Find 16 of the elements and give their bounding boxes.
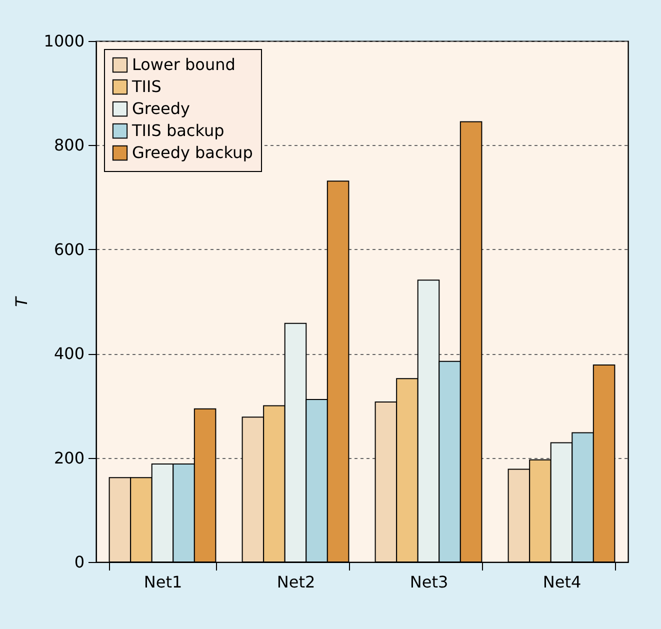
y-tick-label: 800 [54, 136, 84, 155]
legend-label: Lower bound [132, 55, 236, 74]
y-tick-label: 400 [54, 344, 84, 364]
legend-label: Greedy backup [132, 143, 253, 162]
x-tick-label: Net3 [410, 572, 448, 592]
y-tick-label: 600 [54, 240, 84, 259]
legend-label: TIIS backup [131, 121, 224, 140]
legend-label: Greedy [132, 99, 190, 118]
y-tick-label: 0 [74, 552, 84, 572]
x-tick-label: Net2 [276, 572, 316, 592]
x-tick-label: Net1 [144, 572, 182, 592]
y-tick-label: 1000 [44, 32, 84, 50]
y-axis-title: T [12, 296, 31, 307]
y-tick-label: 200 [54, 448, 84, 468]
x-tick-label: Net4 [542, 572, 582, 592]
legend-label: TIIS [131, 77, 162, 96]
